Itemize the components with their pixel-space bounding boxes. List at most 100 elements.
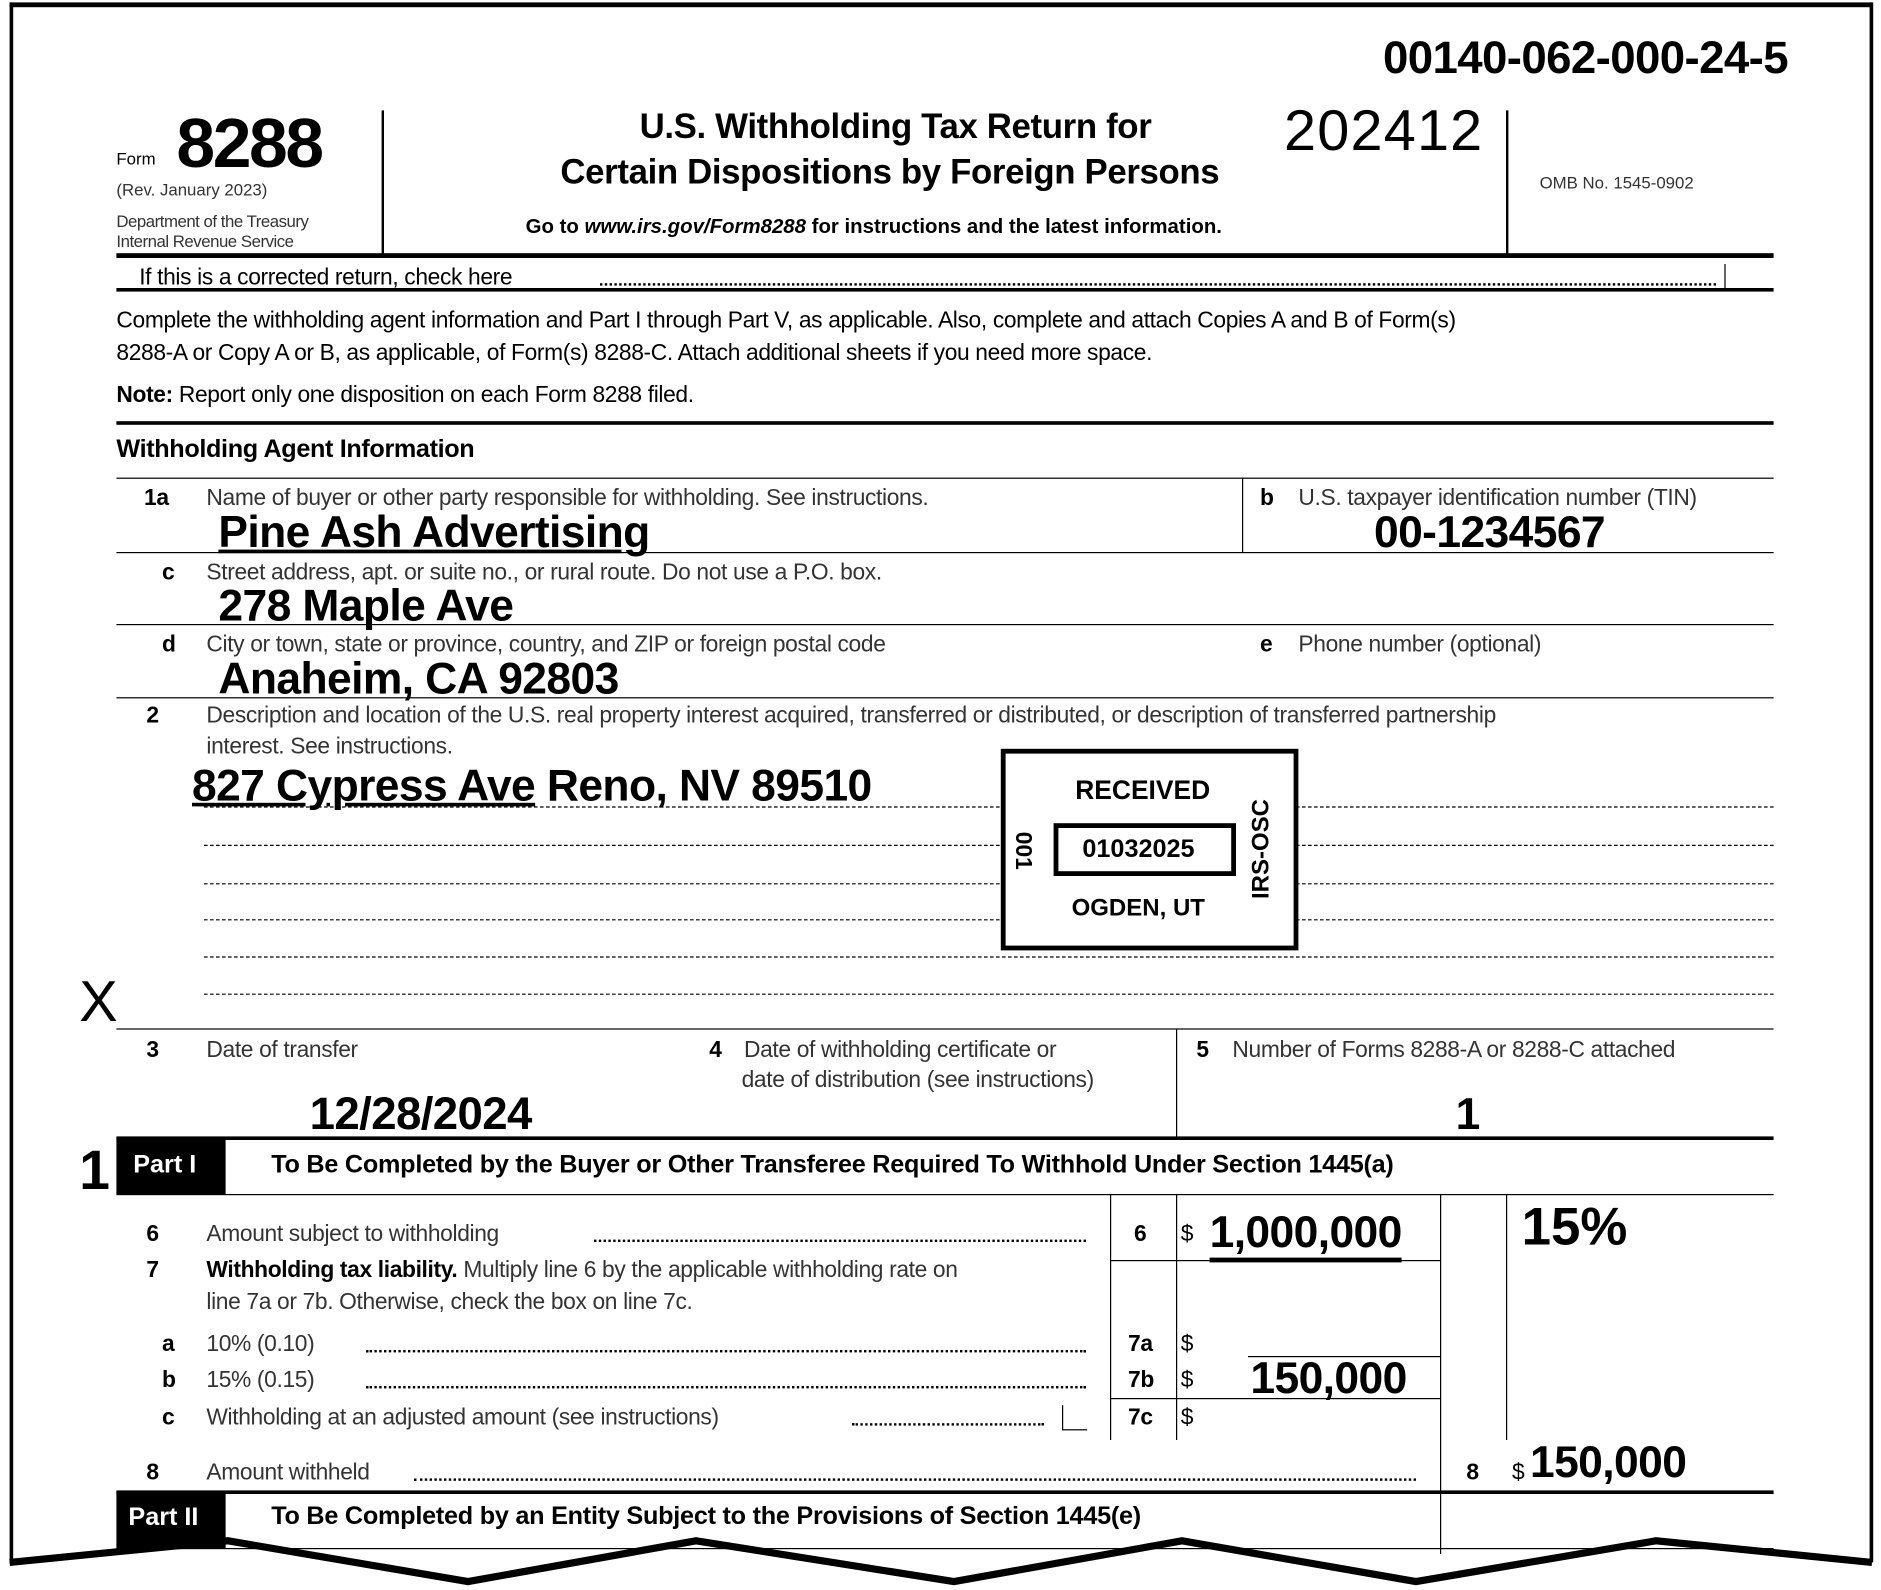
- buyer-name-label: Name of buyer or other party responsible…: [206, 486, 929, 512]
- line-number: 7: [146, 1257, 159, 1283]
- buyer-name-field[interactable]: Pine Ash Advertising: [218, 507, 650, 557]
- header-divider-right: [1506, 110, 1509, 255]
- goto-instructions: Go to www.irs.gov/Form8288 for instructi…: [526, 215, 1222, 239]
- line-letter: c: [162, 1405, 175, 1431]
- corrected-return-label: If this is a corrected return, check her…: [139, 265, 513, 291]
- leader-dots: [594, 1239, 1086, 1242]
- line7a-label: 10% (0.10): [206, 1332, 315, 1358]
- stamp-date: 01032025: [1082, 835, 1195, 863]
- line7c-checkbox[interactable]: [1062, 1405, 1088, 1431]
- part1-badge-text: Part I: [133, 1150, 197, 1179]
- part1-title: To Be Completed by the Buyer or Other Tr…: [271, 1150, 1394, 1179]
- box-number: 7b: [1128, 1368, 1154, 1394]
- department: Department of the Treasury: [116, 211, 309, 231]
- tax-period: 202412: [1284, 99, 1484, 164]
- box-number: 8: [1466, 1460, 1479, 1486]
- currency-sign: $: [1180, 1221, 1194, 1247]
- line-number: 4: [709, 1038, 722, 1064]
- property-description-label: Description and location of the U.S. rea…: [206, 703, 1496, 729]
- line-letter: e: [1260, 632, 1273, 658]
- transfer-date-label: Date of transfer: [206, 1038, 358, 1064]
- box-number: 6: [1134, 1221, 1147, 1247]
- entry-line: [204, 956, 1774, 958]
- rule: [116, 288, 1774, 292]
- corrected-return-checkbox[interactable]: [1724, 264, 1750, 290]
- form-word: Form: [116, 148, 156, 168]
- stamp-date-box: 01032025: [1053, 823, 1236, 877]
- leader-dots: [600, 283, 1717, 286]
- currency-sign: $: [1180, 1332, 1194, 1358]
- rule: [116, 1136, 1774, 1140]
- form-number: 8288: [176, 104, 324, 183]
- property-description-label-2: interest. See instructions.: [206, 734, 453, 760]
- margin-mark-1: 1: [79, 1138, 110, 1202]
- divider: [1176, 1194, 1178, 1440]
- city-state-zip-label: City or town, state or province, country…: [206, 632, 886, 658]
- stamp-received-text: RECEIVED: [1075, 775, 1211, 806]
- instructions-line1: Complete the withholding agent informati…: [116, 308, 1456, 334]
- leader-dots: [414, 1478, 1417, 1481]
- entry-line: [204, 806, 1774, 808]
- rule: [116, 1194, 1774, 1196]
- instructions-line2: 8288-A or Copy A or B, as applicable, of…: [116, 340, 1153, 366]
- divider: [1506, 1194, 1508, 1440]
- divider: [1110, 1194, 1112, 1440]
- line-letter: b: [1260, 486, 1274, 512]
- goto-prefix: Go to: [525, 214, 585, 238]
- rule: [116, 253, 1774, 258]
- entry-line: [204, 919, 1774, 921]
- line6-amount-field[interactable]: 1,000,000: [1209, 1207, 1402, 1263]
- property-city: Reno, NV 89510: [535, 760, 872, 811]
- line6-label: Amount subject to withholding: [206, 1221, 499, 1247]
- property-description-field[interactable]: 827 Cypress Ave Reno, NV 89510: [192, 761, 872, 811]
- box-number: 7c: [1128, 1405, 1153, 1431]
- divider: [1242, 477, 1244, 552]
- line8-amount-field[interactable]: 150,000: [1530, 1437, 1687, 1487]
- line7b-label: 15% (0.15): [206, 1368, 315, 1394]
- stamp-left-code: 001: [1010, 831, 1036, 870]
- line7b-amount-field[interactable]: 150,000: [1250, 1353, 1407, 1403]
- rule: [116, 421, 1774, 425]
- city-state-zip-field[interactable]: Anaheim, CA 92803: [218, 654, 619, 704]
- stamp-location: OGDEN, UT: [1071, 895, 1205, 922]
- divider: [1176, 1029, 1178, 1138]
- form-title-line1: U.S. Withholding Tax Return for: [639, 108, 1152, 147]
- tin-label: U.S. taxpayer identification number (TIN…: [1298, 486, 1697, 512]
- street-address-label: Street address, apt. or suite no., or ru…: [206, 560, 882, 586]
- rule: [116, 477, 1774, 479]
- line-letter: b: [162, 1368, 176, 1394]
- stamp-right-code: IRS-OSC: [1248, 798, 1275, 900]
- tin-field[interactable]: 00-1234567: [1374, 507, 1606, 557]
- forms-attached-field[interactable]: 1: [1455, 1089, 1481, 1139]
- irs-link[interactable]: www.irs.gov/Form8288: [584, 214, 806, 238]
- currency-sign: $: [1512, 1460, 1525, 1486]
- document-locator-number: 00140-062-000-24-5: [1383, 33, 1789, 84]
- rule: [1248, 1356, 1440, 1358]
- certificate-date-label: Date of withholding certificate or: [744, 1038, 1057, 1064]
- phone-label: Phone number (optional): [1298, 632, 1542, 658]
- line7-label-bold: Withholding tax liability.: [206, 1257, 458, 1283]
- line-number: 6: [146, 1221, 159, 1247]
- note-text: Report only one disposition on each Form…: [172, 382, 694, 409]
- box-number: 7a: [1128, 1332, 1153, 1358]
- street-address-field[interactable]: 278 Maple Ave: [218, 580, 514, 630]
- certificate-date-label-2: date of distribution (see instructions): [741, 1068, 1095, 1094]
- page-border-left: [9, 2, 14, 1563]
- rule: [116, 1548, 1774, 1550]
- leader-dots: [852, 1423, 1044, 1426]
- currency-sign: $: [1180, 1368, 1194, 1394]
- line-number: 8: [146, 1460, 159, 1486]
- entry-line: [204, 844, 1774, 847]
- line7-label: Withholding tax liability. Multiply line…: [206, 1257, 958, 1284]
- leader-dots: [366, 1350, 1086, 1353]
- torn-edge: [9, 1537, 1873, 1586]
- page-border-right: [1869, 2, 1874, 1563]
- rule: [1110, 1398, 1440, 1400]
- line8-label: Amount withheld: [206, 1460, 370, 1486]
- line-letter: a: [162, 1332, 175, 1358]
- line-number: 1a: [144, 486, 169, 512]
- transfer-date-field[interactable]: 12/28/2024: [309, 1089, 533, 1140]
- form-title-line2: Certain Dispositions by Foreign Persons: [560, 153, 1220, 192]
- rule: [116, 1490, 1774, 1494]
